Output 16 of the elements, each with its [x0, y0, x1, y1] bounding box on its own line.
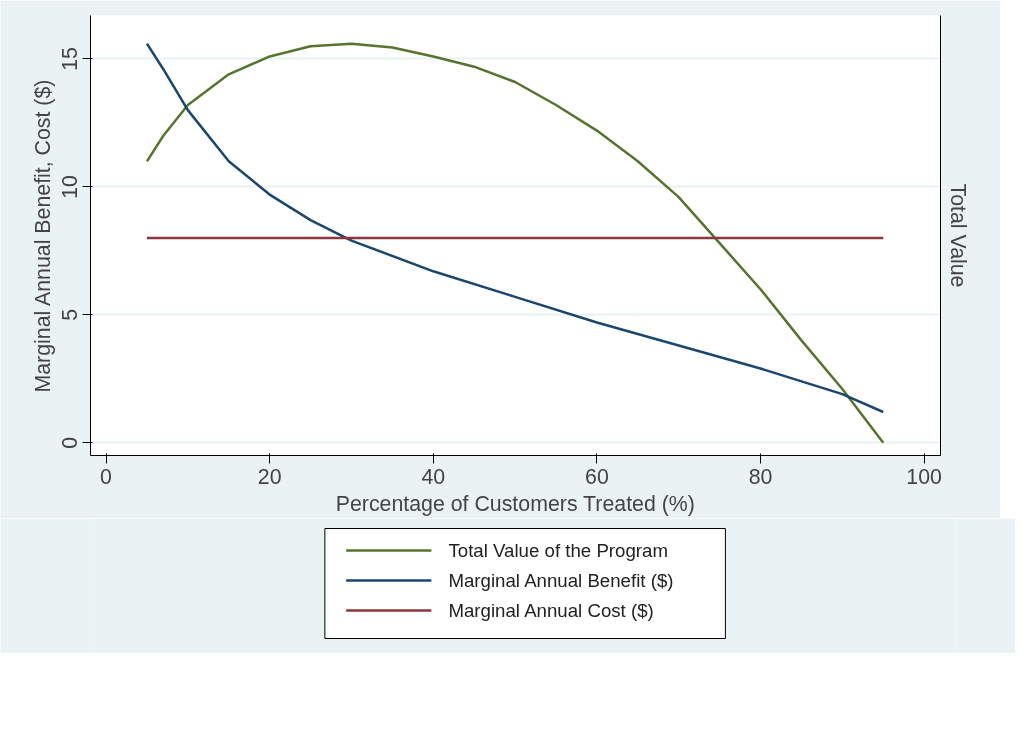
y2-axis-title: Total Value	[945, 183, 970, 288]
x-tick-label: 20	[257, 464, 282, 489]
y-tick-label: 10	[58, 174, 83, 199]
x-tick-label: 100	[906, 464, 943, 489]
x-tick-label: 40	[421, 464, 446, 489]
y-tick-label: 5	[58, 308, 83, 321]
x-axis-title: Percentage of Customers Treated (%)	[335, 491, 695, 516]
x-tick-label: 0	[100, 464, 113, 489]
y-tick-label: 0	[58, 436, 83, 449]
y-axis-title: Marginal Annual Benefit, Cost ($)	[30, 79, 55, 393]
legend-label: Marginal Annual Benefit ($)	[448, 570, 674, 591]
x-tick-label: 80	[748, 464, 773, 489]
x-tick-label: 60	[585, 464, 609, 489]
y-tick-label: 15	[58, 47, 83, 71]
legend-label: Total Value of the Program	[448, 540, 668, 561]
legend-label: Marginal Annual Cost ($)	[448, 600, 654, 621]
